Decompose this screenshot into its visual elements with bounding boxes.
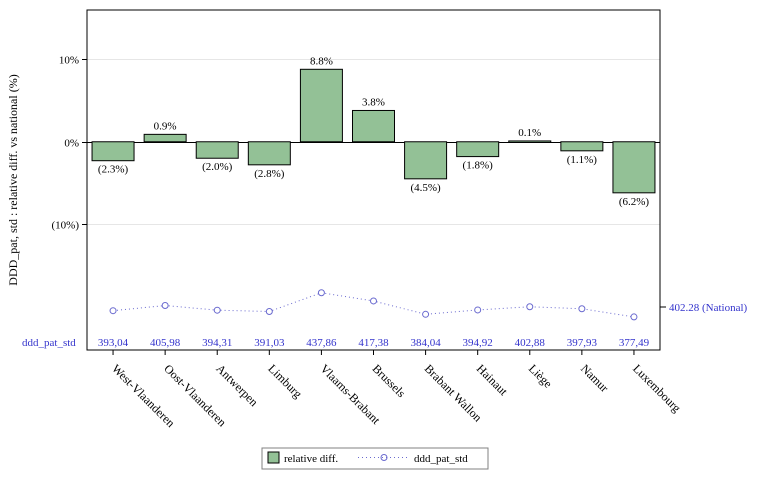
bar	[352, 109, 395, 143]
table-row-label: ddd_pat_std	[22, 337, 76, 349]
plot-area	[87, 10, 660, 350]
ddd-pat-std-marker	[474, 306, 482, 314]
ddd-pat-std-marker	[213, 306, 221, 314]
bar-data-label: 0.1%	[518, 127, 541, 139]
bar-data-label: 3.8%	[362, 96, 385, 108]
bar-data-label: (2.3%)	[98, 164, 129, 176]
bar	[612, 141, 656, 194]
ddd-pat-std-value: 394,31	[202, 337, 232, 349]
national-reference-label: 402.28 (National)	[669, 302, 748, 314]
bar	[299, 68, 343, 143]
ddd-pat-std-marker	[370, 297, 377, 305]
bar-data-label: (1.8%)	[463, 160, 494, 172]
x-tick-label: Namur	[578, 361, 611, 394]
bar	[560, 141, 604, 152]
bar-data-label: 0.9%	[154, 120, 177, 132]
ddd-pat-std-value: 391,03	[254, 337, 285, 349]
legend-line-label: ddd_pat_std	[414, 453, 468, 465]
bar-layer	[91, 68, 656, 194]
ddd-pat-std-marker	[265, 308, 273, 315]
bar	[91, 141, 135, 162]
legend-bar-swatch	[267, 451, 280, 464]
y-tick-label: (10%)	[52, 220, 80, 232]
bar	[404, 141, 448, 180]
legend-bar-label: relative diff.	[284, 453, 338, 465]
x-tick-label: Luxembourg	[630, 361, 684, 415]
ddd-pat-std-value: 393,04	[98, 337, 129, 349]
bar	[247, 141, 291, 166]
bar-data-label: (2.8%)	[254, 168, 285, 180]
y-tick-label: 10%	[59, 55, 79, 67]
y-tick-label: 0%	[64, 138, 79, 150]
ddd-pat-std-value: 402,88	[515, 337, 546, 349]
x-tick-label: Brussels	[370, 361, 409, 400]
ddd-pat-std-marker	[578, 305, 586, 313]
bar-data-label: (1.1%)	[567, 154, 598, 166]
bar-data-label: (6.2%)	[619, 196, 650, 208]
bar	[456, 141, 500, 158]
bar	[143, 133, 187, 143]
ddd-pat-std-value: 384,04	[410, 337, 441, 349]
bar-data-label: (4.5%)	[410, 182, 441, 194]
legend-box	[261, 447, 489, 470]
ddd-pat-std-marker	[317, 289, 325, 297]
plot-frame	[86, 9, 661, 351]
ddd-pat-std-marker	[630, 313, 638, 321]
ddd-pat-std-marker	[526, 303, 534, 311]
bar	[195, 141, 239, 159]
x-tick-label: Liège	[526, 361, 555, 390]
bar-data-label: 8.8%	[310, 55, 333, 67]
ddd-pat-std-marker	[109, 307, 117, 315]
ddd-pat-std-value: 394,92	[463, 337, 493, 349]
line-layer	[109, 289, 638, 321]
ddd-pat-std-value: 397,93	[567, 337, 598, 349]
ddd-pat-std-value: 437,86	[306, 337, 337, 349]
legend-line-marker	[380, 454, 388, 461]
ddd-pat-std-marker	[422, 310, 430, 318]
ddd-pat-std-value: 417,38	[358, 337, 389, 349]
legend: relative diff. ddd_pat_std	[261, 447, 489, 470]
x-tick-label: Limburg	[265, 361, 304, 400]
bar	[508, 140, 552, 143]
bar-data-label: (2.0%)	[202, 161, 233, 173]
x-tick-label: Hainaut	[474, 361, 511, 398]
ddd-pat-std-value: 377,49	[619, 337, 650, 349]
ddd-pat-std-value: 405,98	[150, 337, 181, 349]
y-axis-title: DDD_pat, std : relative diff. vs nationa…	[6, 74, 20, 285]
x-tick-label: Antwerpen	[213, 361, 261, 409]
ddd-pat-std-marker	[161, 302, 169, 310]
